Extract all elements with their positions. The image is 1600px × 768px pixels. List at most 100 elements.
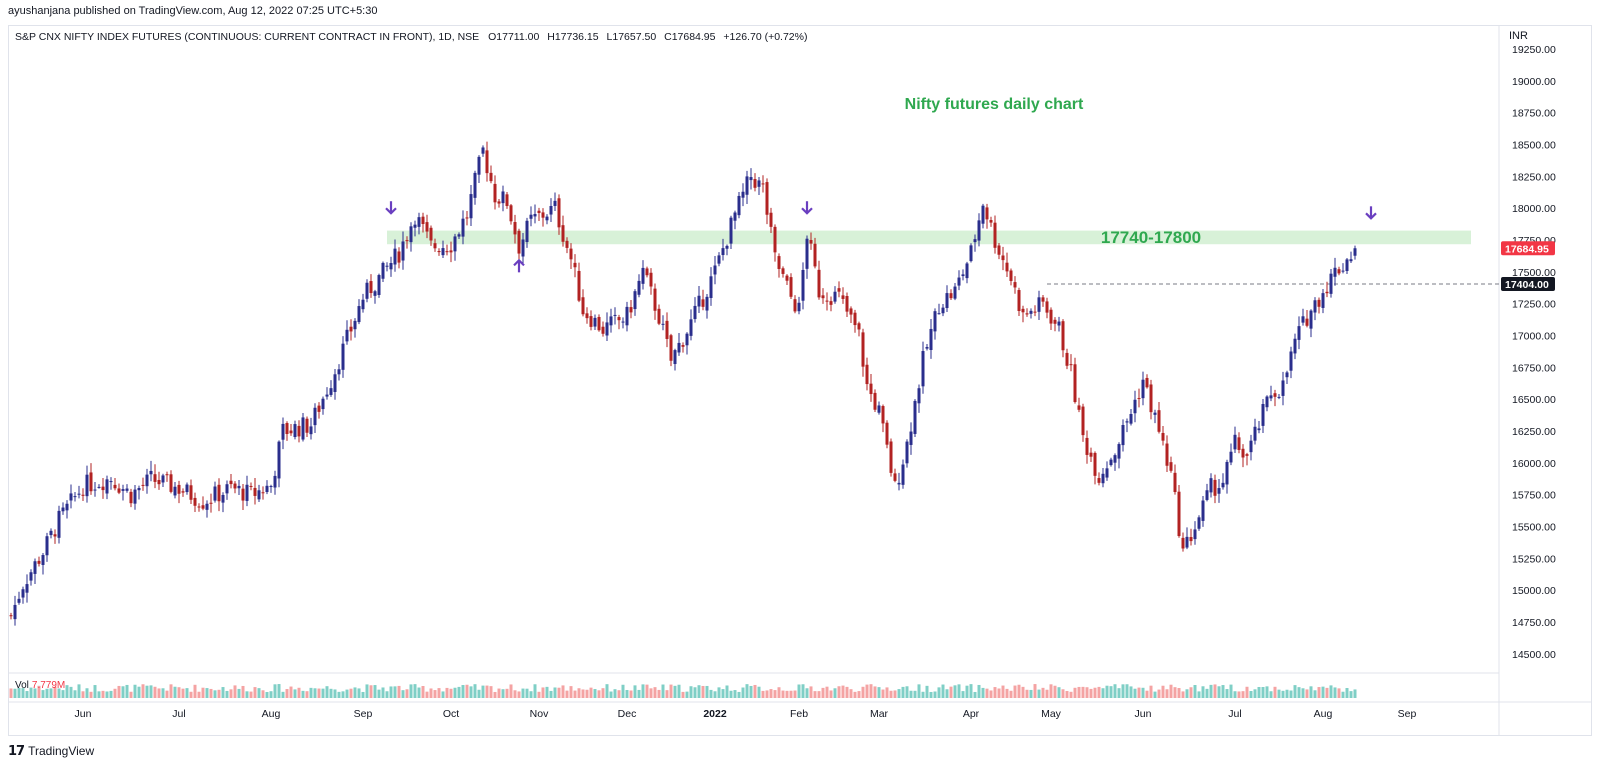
- candle-body: [9, 615, 13, 617]
- volume-bar: [765, 690, 769, 698]
- volume-bar: [393, 686, 397, 698]
- candle-body: [1113, 455, 1117, 463]
- candle-body: [205, 503, 209, 510]
- volume-bar: [1205, 688, 1209, 698]
- chart-frame[interactable]: INR 19250.00 19000.00 18750.00 18500.00 1825…: [8, 25, 1592, 736]
- volume-bar: [989, 690, 993, 698]
- candle-body: [653, 288, 657, 311]
- candle-body: [45, 536, 49, 556]
- volume-bar: [885, 687, 889, 698]
- candle-body: [917, 388, 921, 404]
- y-tick-label: 15000.00: [1512, 585, 1556, 597]
- candle-body: [557, 198, 561, 228]
- candle-body: [145, 474, 149, 487]
- candle-body: [397, 251, 401, 263]
- volume-bar: [1201, 686, 1205, 698]
- volume-bar: [1209, 684, 1213, 698]
- volume-bar: [1281, 690, 1285, 698]
- candle-body: [829, 301, 833, 305]
- reference-price-badge: 17404.00: [1501, 277, 1555, 292]
- volume-bar: [1057, 687, 1061, 698]
- candle-body: [601, 326, 605, 334]
- volume-bar: [993, 687, 997, 698]
- volume-bar: [369, 685, 373, 698]
- volume-bar: [181, 688, 185, 698]
- candle-body: [1261, 404, 1265, 426]
- candle-body: [441, 248, 445, 256]
- volume-bar: [65, 685, 69, 698]
- volume-bar: [269, 691, 273, 698]
- candle-body: [837, 288, 841, 292]
- candle-body: [157, 479, 161, 485]
- volume-bar: [677, 684, 681, 698]
- volume-bar: [829, 690, 833, 698]
- volume-bar: [929, 691, 933, 698]
- volume-bar: [273, 684, 277, 698]
- volume-bar: [457, 686, 461, 698]
- footer-brand[interactable]: 𝟭𝟳 TradingView: [8, 741, 94, 761]
- volume-bar: [709, 689, 713, 698]
- candle-body: [1085, 437, 1089, 455]
- candle-body: [493, 183, 497, 203]
- chart-canvas[interactable]: INR 19250.00 19000.00 18750.00 18500.00 1825…: [9, 26, 1591, 735]
- candle-body: [1197, 517, 1201, 529]
- candle-body: [881, 406, 885, 424]
- candle-body: [869, 383, 873, 395]
- volume-bar: [1337, 688, 1341, 698]
- volume-bar: [777, 687, 781, 698]
- candle-body: [1329, 273, 1333, 294]
- volume-bar: [897, 689, 901, 698]
- volume-bar: [245, 691, 249, 698]
- volume-bar: [693, 687, 697, 698]
- volume-bar: [1005, 688, 1009, 698]
- volume-bar: [849, 689, 853, 698]
- candle-body: [1133, 399, 1137, 414]
- volume-bar: [101, 690, 105, 698]
- candle-body: [393, 248, 397, 265]
- candle-body: [437, 250, 441, 253]
- volume-bar: [977, 684, 981, 698]
- candle-body: [229, 480, 233, 485]
- candle-body: [473, 172, 477, 198]
- arrow-down-icon: [801, 201, 813, 215]
- volume-bar: [1245, 686, 1249, 698]
- volume-bar: [125, 684, 129, 698]
- candle-body: [517, 230, 521, 254]
- candle-body: [1041, 297, 1045, 302]
- candle-body: [313, 407, 317, 426]
- candle-body: [1157, 410, 1161, 432]
- candle-body: [713, 265, 717, 275]
- volume-bar: [1321, 686, 1325, 698]
- volume-bar: [609, 691, 613, 698]
- candle-body: [581, 297, 585, 315]
- volume-bar: [889, 690, 893, 698]
- candle-body: [1013, 282, 1017, 288]
- volume-bar: [1065, 691, 1069, 698]
- candle-body: [1125, 421, 1129, 423]
- candle-body: [569, 248, 573, 260]
- candle-body: [401, 241, 405, 261]
- candle-body: [101, 486, 105, 491]
- volume-bar: [1317, 687, 1321, 698]
- candle-body: [1093, 452, 1097, 476]
- candle-body: [741, 191, 745, 198]
- candle-body: [265, 485, 269, 493]
- arrow-markers: [385, 201, 1377, 273]
- candle-body: [449, 250, 453, 253]
- candle-body: [1001, 255, 1005, 261]
- volume-bar: [1345, 688, 1349, 698]
- candle-body: [985, 207, 989, 220]
- volume-bar: [1133, 688, 1137, 698]
- resistance-zone[interactable]: [387, 230, 1471, 245]
- candle-body: [1237, 437, 1241, 450]
- candle-body: [1169, 462, 1173, 471]
- volume-bar: [529, 691, 533, 698]
- x-tick-label: Sep: [1398, 708, 1417, 720]
- candle-body: [1209, 478, 1213, 493]
- y-tick-label: 15250.00: [1512, 553, 1556, 565]
- volume-bar: [453, 687, 457, 698]
- volume-bar: [1013, 685, 1017, 698]
- candle-body: [253, 487, 257, 496]
- volume-bar: [637, 689, 641, 698]
- candle-body: [1165, 443, 1169, 466]
